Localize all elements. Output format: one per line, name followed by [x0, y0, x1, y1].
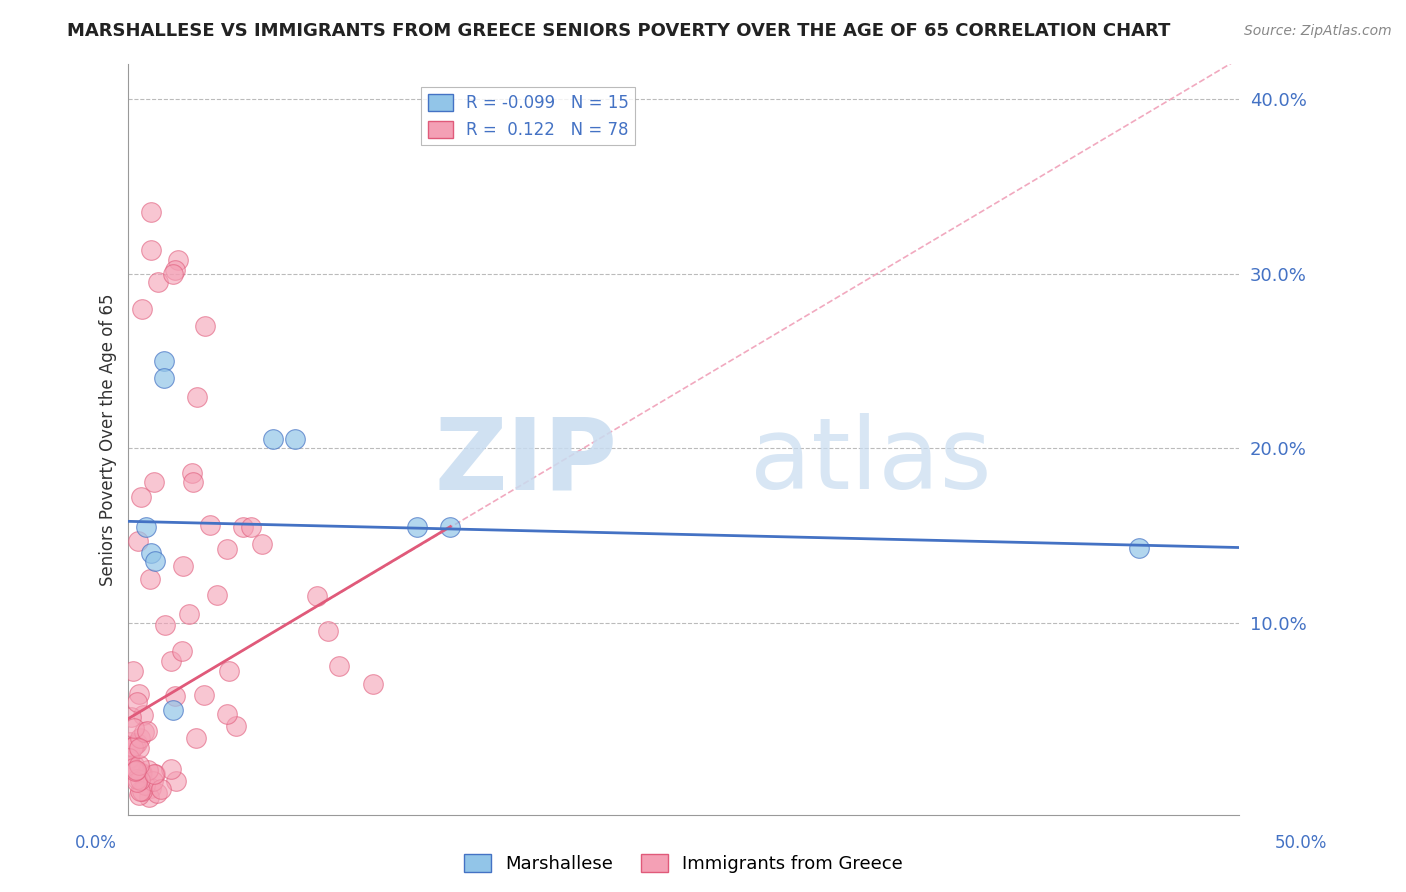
Point [232, 519, 254, 533]
Point [125, 763, 148, 777]
Point [128, 731, 150, 745]
Point [200, 517, 222, 532]
Point [153, 353, 176, 368]
Text: ZIP: ZIP [434, 413, 617, 510]
Point [143, 554, 166, 568]
Point [439, 519, 461, 533]
Point [146, 786, 169, 800]
Point [170, 644, 193, 658]
Point [136, 763, 159, 777]
Point [128, 788, 150, 802]
Point [406, 519, 429, 533]
Point [128, 687, 150, 701]
Point [118, 734, 141, 748]
Point [160, 654, 183, 668]
Point [217, 542, 239, 557]
Y-axis label: Seniors Poverty Over the Age of 65: Seniors Poverty Over the Age of 65 [100, 293, 117, 585]
Point [172, 559, 194, 574]
Point [167, 252, 190, 267]
Point [118, 751, 141, 765]
Point [215, 706, 238, 721]
Point [193, 319, 215, 334]
Point [162, 267, 184, 281]
Point [160, 762, 183, 776]
Point [162, 703, 184, 717]
Point [142, 774, 165, 789]
Point [129, 766, 152, 780]
Point [139, 205, 162, 219]
Point [361, 676, 384, 690]
Point [124, 738, 146, 752]
Point [146, 275, 169, 289]
Point [131, 766, 153, 780]
Point [127, 534, 149, 549]
Point [120, 710, 142, 724]
Point [129, 772, 152, 787]
Point [143, 766, 166, 780]
Point [129, 783, 152, 797]
Point [250, 537, 273, 551]
Point [131, 707, 153, 722]
Point [218, 664, 240, 678]
Legend: R = -0.099   N = 15, R =  0.122   N = 78: R = -0.099 N = 15, R = 0.122 N = 78 [420, 87, 636, 145]
Point [118, 757, 141, 772]
Point [307, 590, 329, 604]
Point [135, 519, 157, 533]
Point [177, 607, 200, 621]
Point [132, 725, 155, 739]
Point [122, 664, 145, 678]
Point [143, 475, 166, 490]
Point [262, 432, 284, 446]
Text: Source: ZipAtlas.com: Source: ZipAtlas.com [1244, 24, 1392, 38]
Point [165, 774, 187, 789]
Point [124, 764, 146, 779]
Point [186, 731, 208, 746]
Point [125, 772, 148, 786]
Text: 50.0%: 50.0% [1274, 834, 1327, 852]
Point [318, 624, 340, 639]
Point [118, 746, 141, 760]
Point [165, 262, 187, 277]
Point [129, 765, 152, 780]
Point [122, 757, 145, 772]
Point [128, 741, 150, 756]
Point [131, 302, 153, 317]
Point [136, 724, 159, 739]
Point [125, 774, 148, 789]
Point [139, 572, 162, 586]
Point [128, 757, 150, 772]
Point [131, 784, 153, 798]
Point [141, 781, 163, 796]
Point [121, 739, 143, 754]
Point [122, 721, 145, 735]
Point [125, 736, 148, 750]
Point [181, 475, 204, 490]
Point [328, 659, 350, 673]
Point [139, 243, 162, 257]
Point [1128, 541, 1150, 555]
Point [121, 761, 143, 775]
Point [180, 467, 202, 481]
Point [186, 390, 208, 404]
Point [207, 588, 229, 602]
Point [143, 767, 166, 781]
Point [163, 689, 186, 703]
Point [134, 779, 156, 793]
Text: 0.0%: 0.0% [75, 834, 117, 852]
Text: MARSHALLESE VS IMMIGRANTS FROM GREECE SENIORS POVERTY OVER THE AGE OF 65 CORRELA: MARSHALLESE VS IMMIGRANTS FROM GREECE SE… [67, 22, 1170, 40]
Point [155, 617, 177, 632]
Point [225, 718, 247, 732]
Point [239, 519, 262, 533]
Point [193, 688, 215, 702]
Point [129, 490, 152, 504]
Point [139, 546, 162, 560]
Point [153, 371, 176, 385]
Text: atlas: atlas [751, 413, 991, 510]
Point [138, 790, 160, 805]
Point [125, 695, 148, 709]
Point [284, 432, 307, 446]
Point [149, 782, 172, 797]
